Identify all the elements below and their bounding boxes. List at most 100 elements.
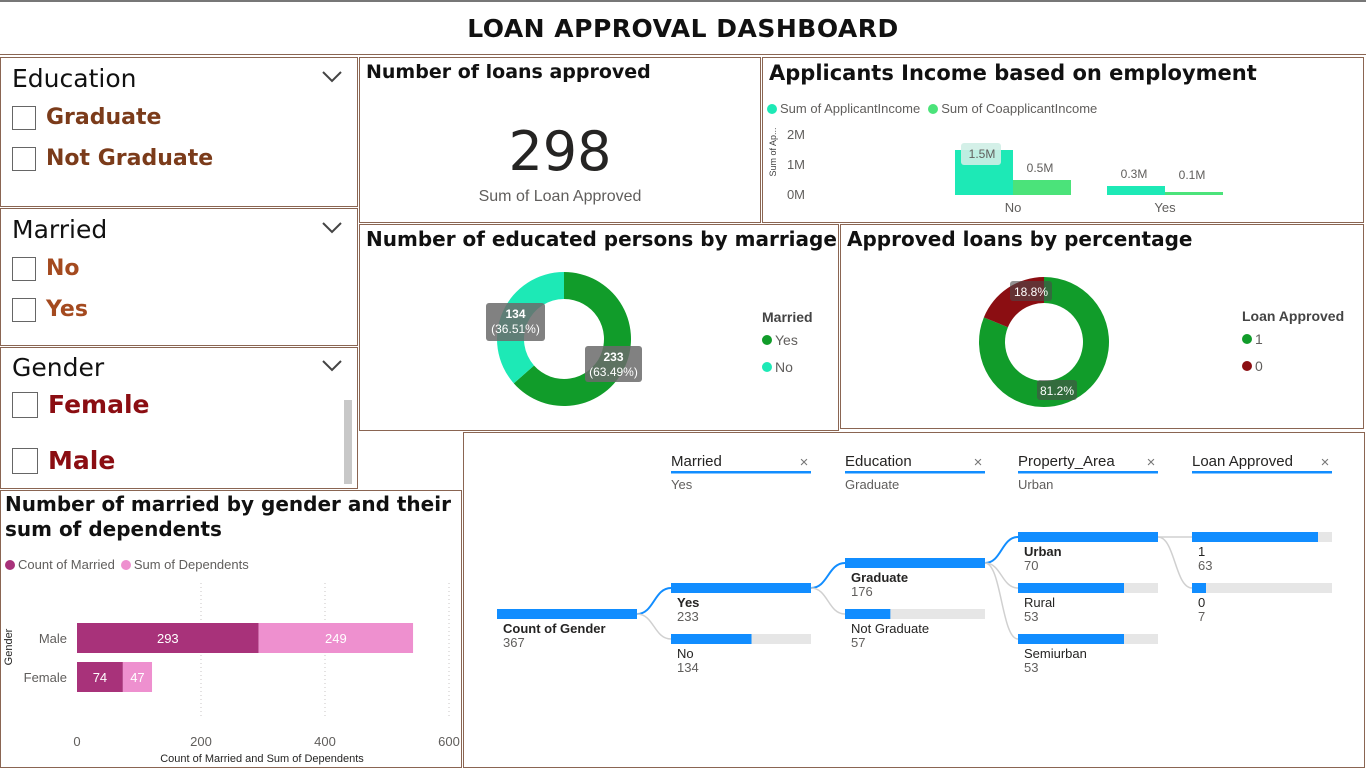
checkbox[interactable]	[12, 391, 38, 418]
marriage-legend-item: Yes	[762, 332, 798, 348]
tree-node-bar	[1018, 532, 1158, 542]
data-label: 0.3M	[1121, 167, 1148, 181]
tree-header-title: Married	[671, 453, 722, 470]
tree-node-track	[845, 609, 985, 619]
approval-donut-panel: Approved loans by percentage 81.2% 18.8% …	[840, 224, 1364, 429]
tree-connector	[810, 562, 846, 589]
data-label-bg	[1037, 380, 1077, 400]
marriage-legend-item: No	[762, 359, 793, 375]
tree-header-underline	[1192, 471, 1332, 474]
y-tick-label: 1M	[787, 157, 805, 172]
close-icon: ×	[974, 454, 983, 471]
chevron-down-icon[interactable]	[321, 221, 343, 235]
data-label-value: 233	[603, 350, 623, 364]
checkbox[interactable]	[12, 447, 38, 474]
tree-header-underline	[845, 471, 985, 474]
y-axis-label: Gender	[3, 628, 15, 665]
married-option-no[interactable]: No	[12, 256, 80, 281]
tree-node-label: Graduate	[851, 570, 908, 585]
legend-label: 0	[1255, 358, 1263, 374]
legend-label: 1	[1255, 331, 1263, 347]
tree-node-track	[1192, 583, 1332, 593]
legend-marker	[1242, 361, 1252, 371]
dashboard-title: LOAN APPROVAL DASHBOARD	[467, 13, 899, 43]
close-icon: ×	[1321, 454, 1330, 471]
data-label: 0.5M	[1027, 161, 1054, 175]
education-option-not-graduate[interactable]: Not Graduate	[12, 146, 213, 171]
education-option-graduate[interactable]: Graduate	[12, 105, 161, 130]
data-label-bg	[961, 143, 1001, 165]
slicer-scrollbar[interactable]	[344, 400, 352, 484]
income-legend: Sum of ApplicantIncome Sum of Coapplican…	[767, 101, 1097, 116]
option-label: Not Graduate	[46, 146, 214, 171]
legend-marker	[928, 103, 939, 114]
data-label: 81.2%	[1040, 384, 1074, 398]
tree-node-label: 0	[1198, 595, 1205, 610]
data-label: 0.1M	[1179, 168, 1206, 182]
donut-slice	[979, 277, 1109, 407]
chevron-down-icon[interactable]	[321, 359, 343, 373]
x-tick-label: 0	[73, 734, 80, 749]
tree-node-value: 57	[851, 635, 865, 650]
checkbox[interactable]	[12, 146, 36, 171]
tree-header-underline	[671, 471, 811, 474]
data-label-bg	[1010, 281, 1052, 301]
legend-label: Yes	[775, 332, 798, 348]
tree-node-value: 134	[677, 660, 699, 675]
approval-chart-title: Approved loans by percentage	[847, 227, 1193, 251]
tree-node-label: No	[677, 646, 694, 661]
marriage-donut-chart: 233(63.49%) 134(36.51%)	[486, 272, 642, 406]
checkbox[interactable]	[12, 256, 36, 281]
x-tick-label: 200	[190, 734, 212, 749]
tree-header-title: Property_Area	[1018, 453, 1115, 470]
y-tick-label: 0M	[787, 187, 805, 202]
tree-connector	[984, 562, 1019, 640]
tree-node-label: Rural	[1024, 595, 1055, 610]
education-slicer-title: Education	[12, 64, 137, 93]
tree-header-title: Loan Approved	[1192, 453, 1293, 470]
bar	[258, 623, 414, 653]
legend-label: Sum of ApplicantIncome	[780, 101, 921, 116]
close-icon: ×	[1147, 454, 1156, 471]
chevron-down-icon[interactable]	[321, 70, 343, 84]
legend-marker	[762, 362, 772, 372]
marriage-legend-title: Married	[762, 309, 813, 325]
checkbox[interactable]	[12, 297, 36, 322]
legend-marker	[762, 335, 772, 345]
tree-node-value: 233	[677, 609, 699, 624]
data-label: 47	[130, 670, 144, 685]
option-label: Female	[48, 390, 150, 419]
tree-node-label: Count of Gender	[503, 621, 606, 636]
gender-option-female[interactable]: Female	[12, 390, 149, 419]
option-label: No	[46, 256, 80, 281]
tree-node-bar	[1192, 532, 1318, 542]
tree-header-underline	[1018, 471, 1158, 474]
option-label: Male	[48, 446, 116, 475]
gender-bar-chart: 0 200 400 600 Count of Married and Sum of De…	[3, 583, 460, 765]
kpi-label: Sum of Loan Approved	[478, 188, 642, 205]
x-tick-label: 600	[438, 734, 460, 749]
tree-node-bar	[1192, 583, 1206, 593]
decomposition-tree[interactable]: Married × Yes Education × Graduate Property_Ar…	[464, 433, 1364, 767]
income-chart-title: Applicants Income based on employment	[769, 61, 1257, 85]
y-axis-label: Sum of Ap...	[768, 127, 778, 176]
legend-marker	[120, 559, 131, 570]
option-label: Graduate	[46, 105, 162, 130]
married-option-yes[interactable]: Yes	[12, 297, 88, 322]
tree-node-bar	[671, 634, 752, 644]
gender-option-male[interactable]: Male	[12, 446, 115, 475]
legend-label: Count of Married	[18, 557, 115, 572]
tree-node-label: Urban	[1024, 544, 1062, 559]
data-label-bg	[486, 303, 545, 341]
close-icon: ×	[800, 454, 809, 471]
tree-node-bar	[671, 583, 811, 593]
married-slicer: Married No Yes	[0, 208, 358, 346]
approval-donut-chart: 81.2% 18.8%	[979, 277, 1109, 407]
x-axis-label: Count of Married and Sum of Dependents	[160, 753, 364, 765]
tree-node-bar	[497, 609, 637, 619]
bar	[77, 623, 259, 653]
tree-node-value: 63	[1198, 558, 1212, 573]
checkbox[interactable]	[12, 105, 36, 130]
y-tick-label: Female	[24, 670, 67, 685]
tree-connector	[810, 587, 846, 615]
